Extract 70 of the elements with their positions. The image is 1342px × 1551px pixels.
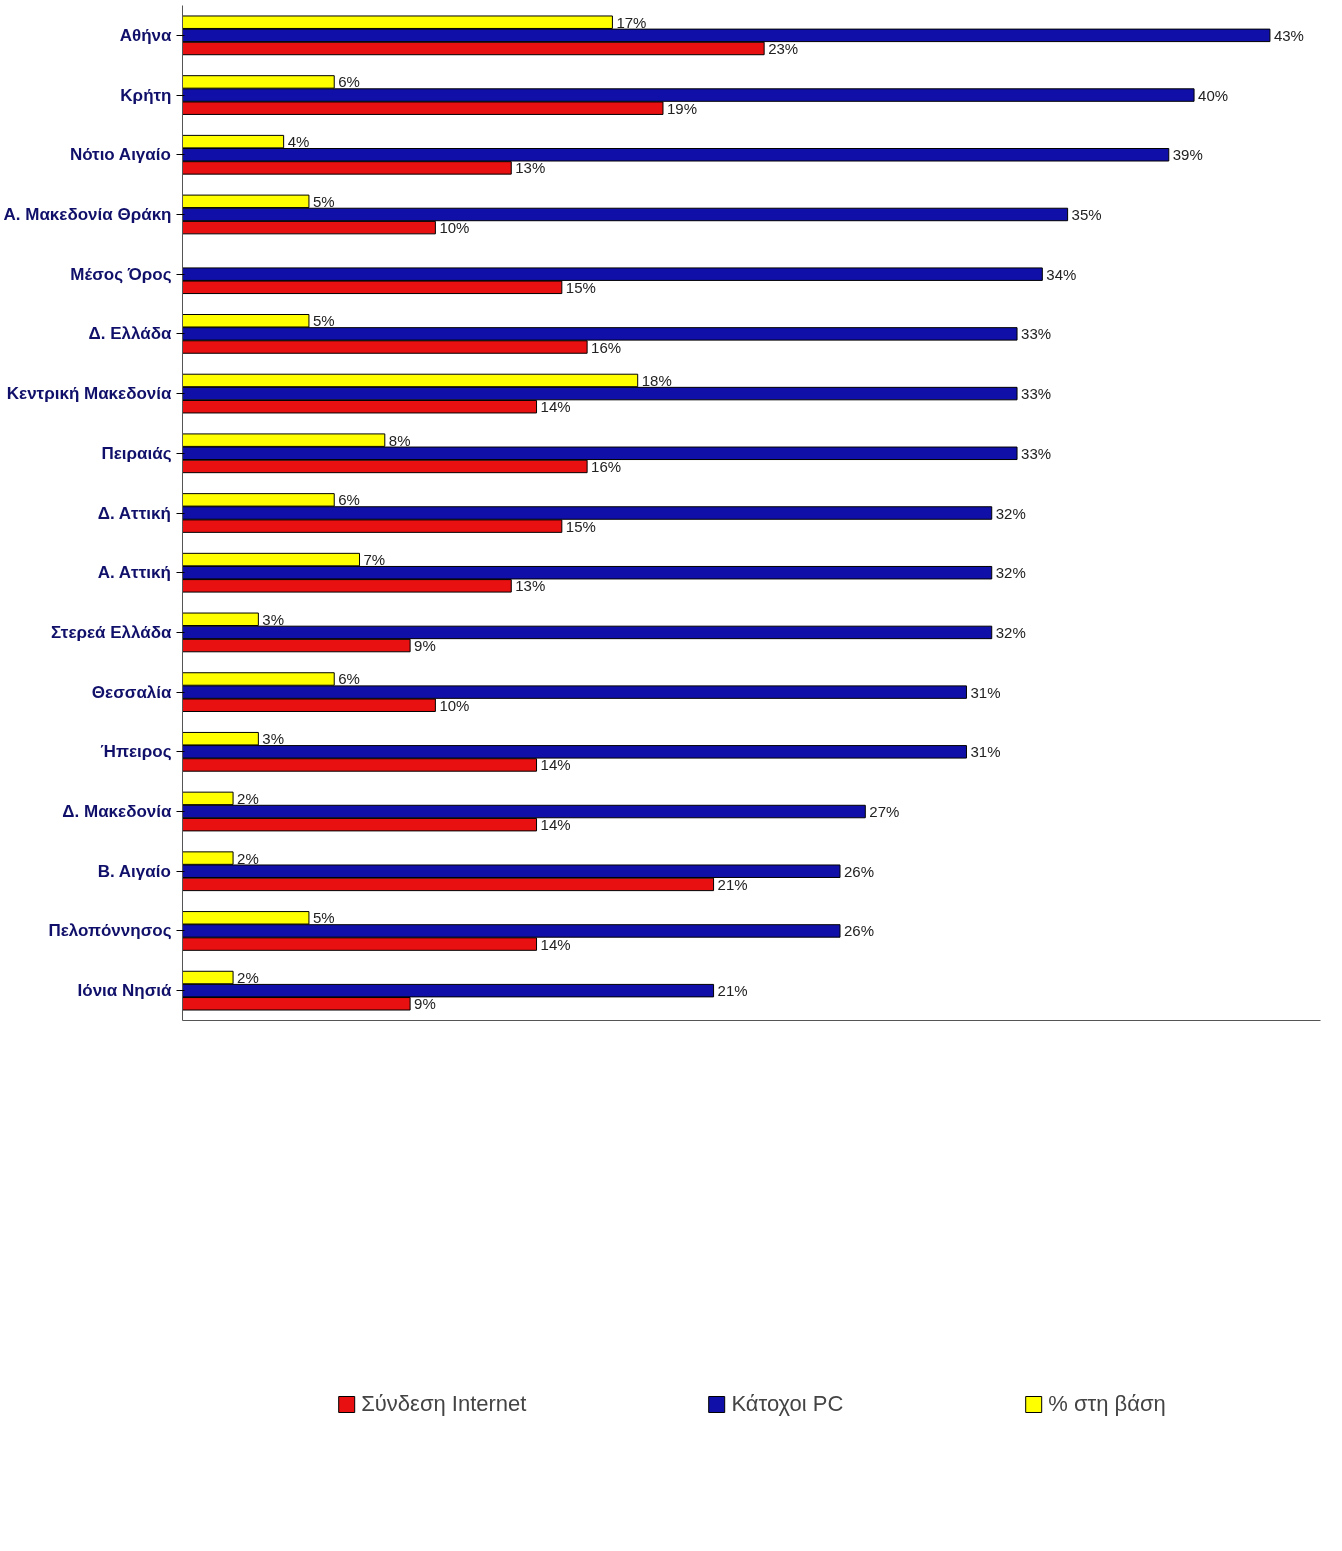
data-label: 35% — [1071, 205, 1102, 223]
data-label: 14% — [540, 935, 571, 953]
data-label: 27% — [869, 803, 900, 821]
data-label: 6% — [338, 491, 360, 509]
y-tick-label: Αθήνα — [119, 25, 173, 45]
data-label: 39% — [1172, 146, 1203, 164]
data-label: 5% — [312, 192, 335, 210]
data-label: 26% — [844, 862, 875, 880]
y-tick-label: Κεντρική Μακεδονία — [6, 384, 173, 404]
data-label: 26% — [844, 922, 875, 940]
data-label: 3% — [262, 730, 285, 748]
y-tick-label: Δ. Αττική — [97, 503, 171, 523]
y-tick-label: Β. Αιγαίο — [97, 861, 171, 881]
data-label: 4% — [287, 133, 310, 151]
data-label: 14% — [540, 816, 571, 834]
data-label: 5% — [312, 909, 335, 927]
data-label: 2% — [237, 789, 259, 807]
y-tick-label: Θεσσαλία — [91, 682, 173, 702]
data-label: 18% — [641, 371, 672, 389]
y-tick-label: Μέσος Όρος — [70, 264, 172, 284]
data-label: 16% — [591, 338, 622, 356]
data-label: 10% — [439, 219, 470, 237]
y-tick-label: Στερεά Ελλάδα — [50, 622, 173, 642]
y-tick-label: Δ. Μακεδονία — [62, 802, 173, 822]
data-label: 5% — [312, 312, 335, 330]
y-tick-label: Ιόνια Νησιά — [77, 981, 173, 1001]
y-tick-label: Πειραιάς — [101, 443, 172, 463]
y-tick-label: Νότιο Αιγαίο — [69, 145, 171, 165]
data-label: 13% — [515, 159, 546, 177]
data-label: 6% — [338, 670, 360, 688]
y-tick-label: Ήπειρος — [100, 742, 172, 762]
data-label: 40% — [1198, 86, 1229, 104]
data-label: 13% — [515, 577, 546, 595]
data-label: 31% — [970, 683, 1001, 701]
data-label: 7% — [363, 551, 386, 569]
y-tick-label: Κρήτη — [120, 85, 172, 105]
data-label: 14% — [540, 756, 571, 774]
y-tick-label: Α. Αττική — [97, 563, 171, 583]
data-label: 2% — [237, 849, 259, 867]
data-label: 23% — [768, 39, 799, 57]
data-label: 43% — [1273, 26, 1304, 44]
legend-label: Σύνδεση Internet — [361, 1390, 527, 1417]
data-label: 21% — [717, 875, 748, 893]
data-label: 33% — [1021, 325, 1052, 343]
data-label: 9% — [414, 637, 436, 655]
data-label: 32% — [995, 623, 1026, 641]
data-label: 17% — [616, 13, 647, 31]
data-label: 32% — [995, 564, 1026, 582]
data-label: 32% — [995, 504, 1026, 522]
legend-label: Κάτοχοι PC — [731, 1390, 844, 1417]
y-tick-label: Δ. Ελλάδα — [88, 324, 173, 344]
data-label: 31% — [970, 743, 1001, 761]
data-label: 3% — [262, 610, 285, 628]
y-tick-label: Πελοπόννησος — [48, 921, 172, 941]
data-label: 6% — [338, 73, 360, 91]
data-label: 10% — [439, 696, 470, 714]
data-label: 21% — [717, 982, 748, 1000]
legend-label: % στη βάση — [1048, 1390, 1166, 1417]
data-label: 2% — [237, 969, 259, 987]
data-label: 34% — [1046, 265, 1077, 283]
data-label: 33% — [1021, 385, 1052, 403]
data-label: 15% — [565, 278, 596, 296]
data-label: 19% — [666, 99, 698, 117]
data-label: 33% — [1021, 444, 1052, 462]
data-label: 15% — [565, 517, 596, 535]
data-label: 14% — [540, 398, 571, 416]
y-tick-label: Α. Μακεδονία Θράκη — [3, 204, 172, 224]
data-label: 8% — [388, 431, 411, 449]
data-label: 16% — [591, 457, 622, 475]
data-label: 9% — [414, 995, 436, 1013]
